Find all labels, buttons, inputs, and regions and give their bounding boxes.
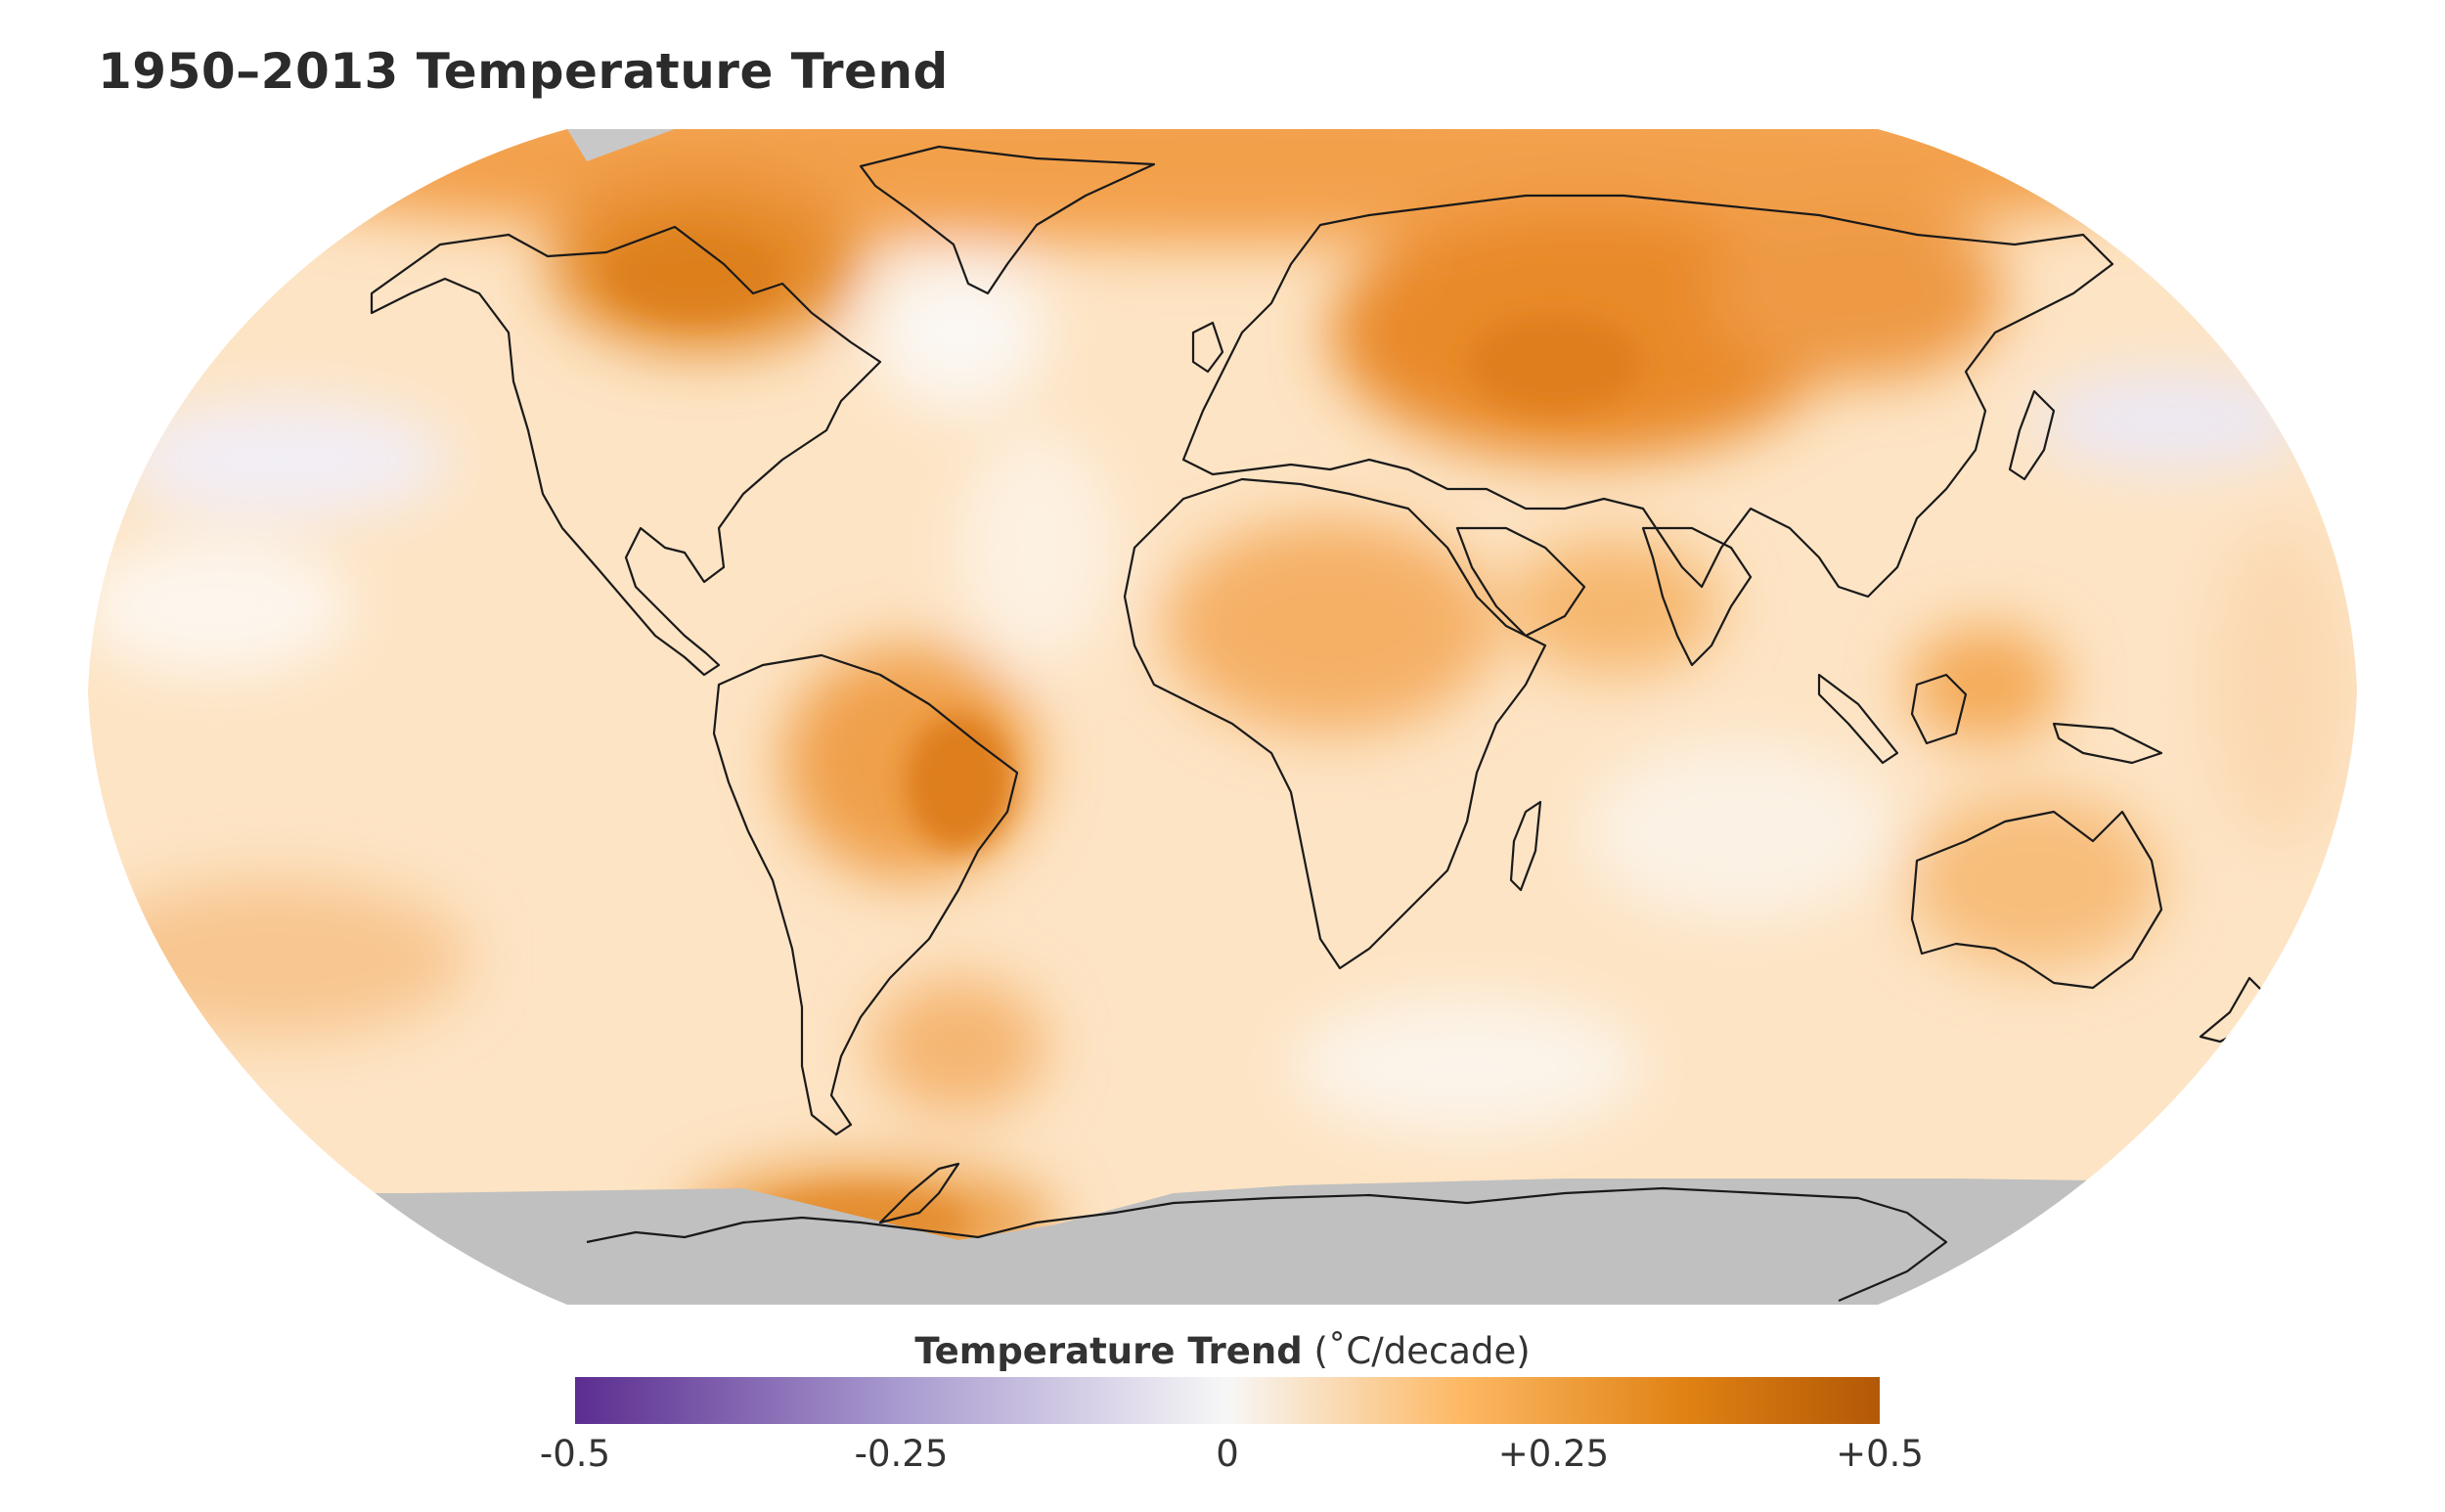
color-scale-tick-3: +0.25 <box>1497 1433 1610 1475</box>
sumatra-outline <box>1817 673 1899 765</box>
south-america-outline <box>712 653 1019 1136</box>
color-scale-bar <box>575 1377 1880 1424</box>
madagascar-outline <box>1509 800 1542 892</box>
coastlines <box>370 145 2271 1303</box>
color-scale-tick-4: +0.5 <box>1836 1433 1924 1475</box>
color-scale-tick-0: -0.5 <box>539 1433 611 1475</box>
africa-outline <box>1123 477 1547 970</box>
map-title: 1950–2013 Temperature Trend <box>98 43 949 100</box>
greenland-outline <box>859 145 1156 295</box>
north-america-outline <box>370 225 882 677</box>
color-scale-tick-1: -0.25 <box>854 1433 949 1475</box>
anomaly-field <box>88 129 2347 1281</box>
legend-title: Temperature Trend (˚C/decade) <box>0 1330 2445 1372</box>
antarctica-coast <box>586 1186 1948 1303</box>
india-outline <box>1641 526 1753 667</box>
australia-outline <box>1910 810 2163 990</box>
color-scale-gradient <box>575 1377 1880 1424</box>
antarctica-no-data <box>88 1178 2357 1305</box>
antarctic-peninsula-outline <box>878 1162 960 1224</box>
arabia-outline <box>1455 526 1586 638</box>
japan-outline <box>2008 389 2056 481</box>
legend-title-unit: (˚C/decade) <box>1313 1330 1531 1372</box>
color-scale-tick-2: 0 <box>1216 1433 1239 1475</box>
uk-outline <box>1191 321 1224 374</box>
legend-title-label: Temperature Trend <box>914 1330 1303 1372</box>
borneo-outline <box>1910 673 1968 745</box>
new-guinea-outline <box>2052 722 2163 765</box>
arctic-no-data <box>567 129 675 161</box>
eurasia-outline <box>1181 194 2114 599</box>
